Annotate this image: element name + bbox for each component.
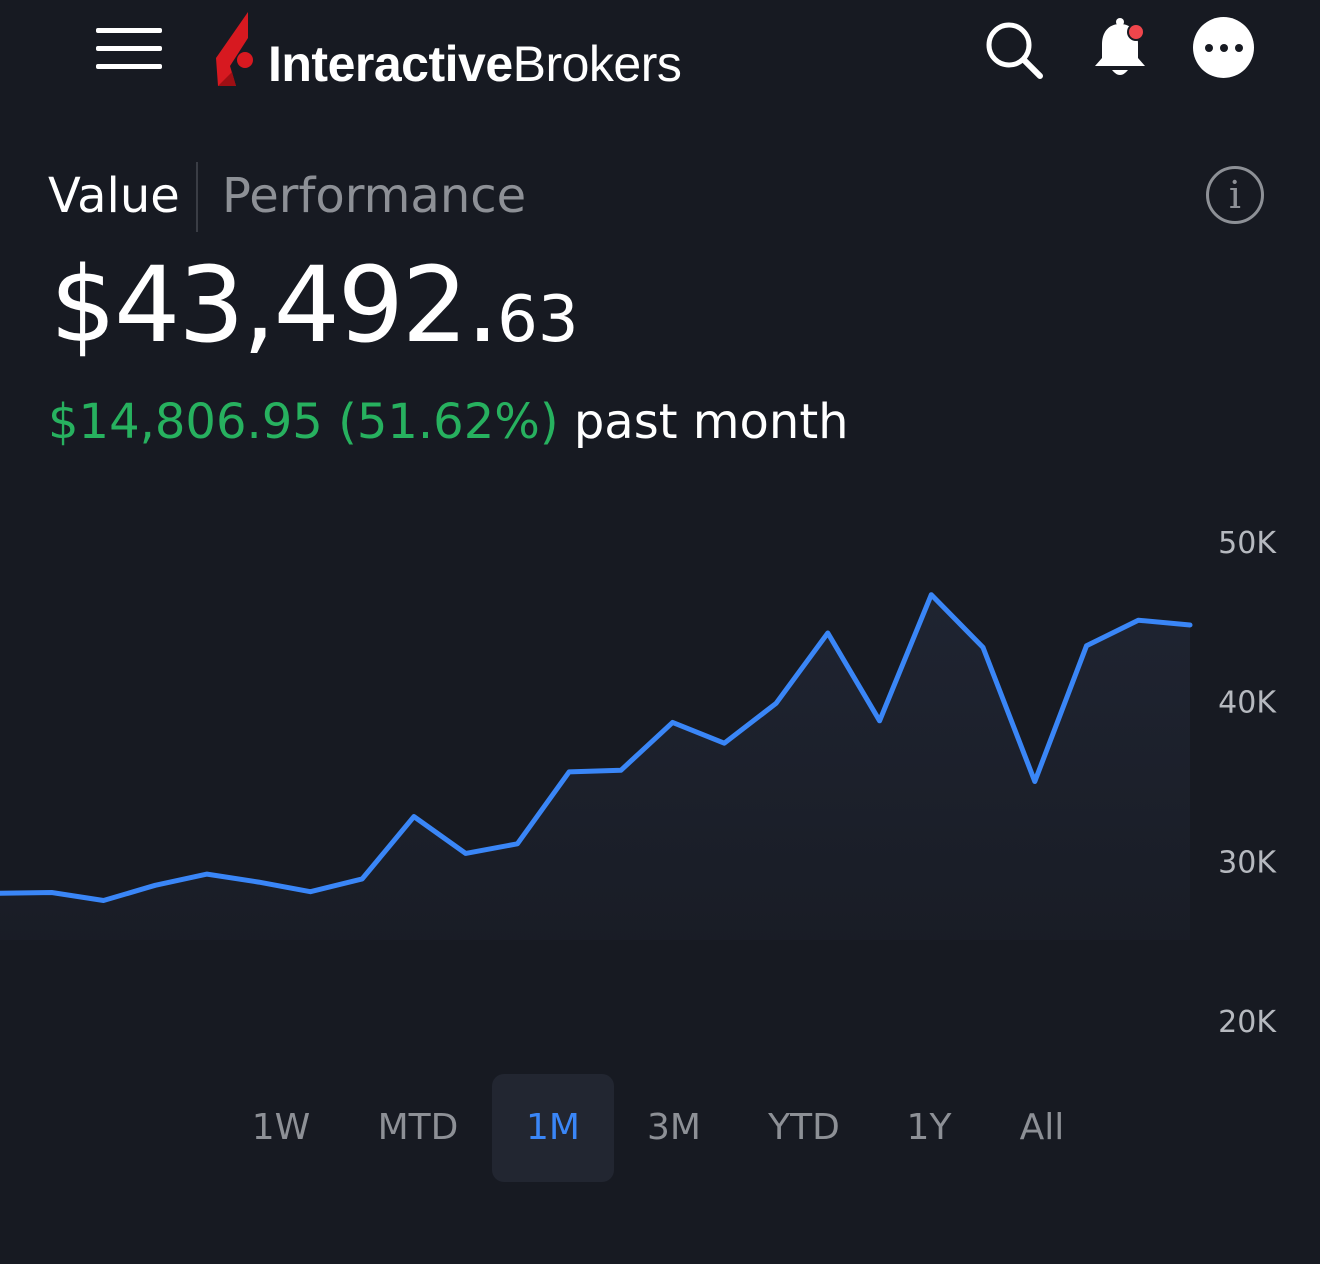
menu-icon[interactable] <box>96 28 162 70</box>
brand-name: InteractiveBrokers <box>268 34 682 94</box>
range-all[interactable]: All <box>1019 1107 1065 1148</box>
chart-series-line <box>0 592 1193 903</box>
notification-dot <box>1129 25 1143 39</box>
range-3m[interactable]: 3M <box>647 1107 701 1148</box>
change-period: past month <box>573 394 849 450</box>
search-icon[interactable] <box>982 18 1046 82</box>
value-chart[interactable]: 50K 40K 30K 20K <box>0 500 1320 1060</box>
brand-mark-icon <box>216 12 253 86</box>
more-icon[interactable] <box>1193 17 1254 78</box>
portfolio-value-cents: 63 <box>497 283 579 357</box>
brand-logo: InteractiveBrokers <box>214 12 744 92</box>
range-selector: 1W MTD 1M 3M YTD 1Y All <box>0 1074 1320 1182</box>
y-tick-label: 30K <box>1218 845 1277 880</box>
portfolio-change: $14,806.95 (51.62%) past month <box>48 390 849 454</box>
y-tick-label: 50K <box>1218 526 1277 561</box>
range-1m[interactable]: 1M <box>492 1074 614 1182</box>
change-amount: $14,806.95 (51.62%) <box>48 394 559 450</box>
portfolio-value: $43,492.63 <box>50 240 579 401</box>
range-mtd[interactable]: MTD <box>377 1107 459 1148</box>
chart-area-fill <box>0 594 1190 940</box>
range-ytd[interactable]: YTD <box>768 1107 840 1148</box>
brand-name-regular: Brokers <box>512 36 682 92</box>
info-icon[interactable]: i <box>1206 166 1264 224</box>
y-tick-label: 20K <box>1218 1005 1277 1040</box>
range-1y[interactable]: 1Y <box>906 1107 952 1148</box>
y-tick-label: 40K <box>1218 686 1277 721</box>
tab-value[interactable]: Value <box>48 168 180 224</box>
tab-performance[interactable]: Performance <box>222 168 527 224</box>
bell-icon[interactable] <box>1090 16 1154 80</box>
range-1w[interactable]: 1W <box>251 1107 311 1148</box>
brand-name-bold: Interactive <box>268 36 513 92</box>
portfolio-value-main: $43,492. <box>50 244 499 366</box>
tab-divider <box>196 162 198 232</box>
